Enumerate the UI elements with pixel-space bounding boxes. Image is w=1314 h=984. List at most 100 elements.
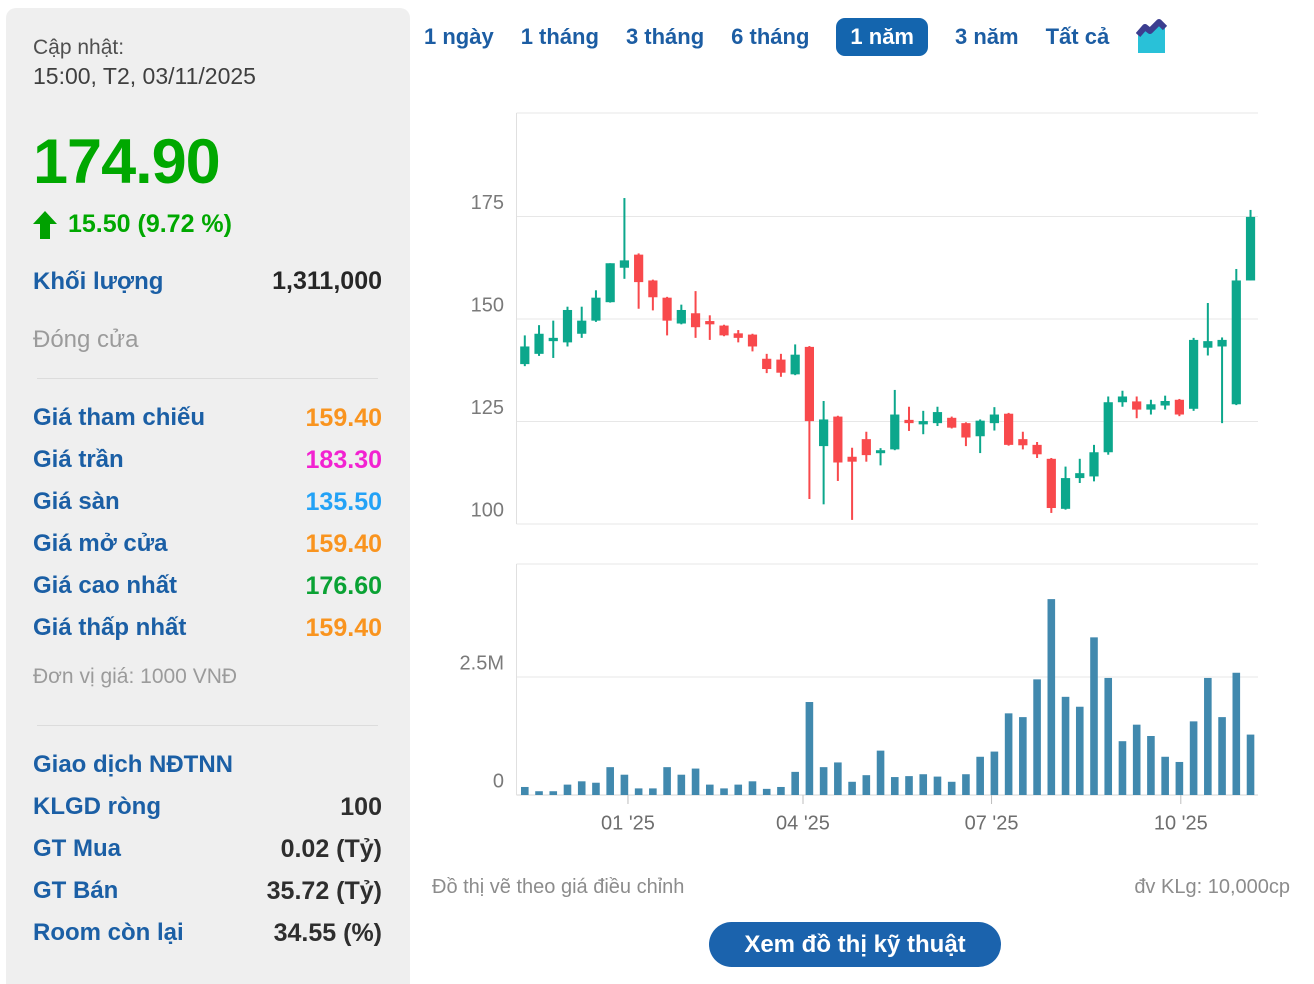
foreign-row-value: 0.02 (Tỷ) [280,834,382,863]
candle-wick [950,416,953,429]
candle-wick [538,325,541,356]
price-axis-tick-label: 150 [471,294,504,316]
candle-wick [865,431,868,462]
candle-body [1089,452,1099,477]
volume-bar [1047,599,1056,795]
candle-wick [822,401,825,505]
volume-bar [762,788,771,795]
candle-body [1117,396,1128,403]
candle-body [890,414,900,450]
candle-wick [808,346,811,499]
technical-chart-button[interactable]: Xem đồ thị kỹ thuật [709,922,1001,967]
volume-bar [905,776,913,795]
candle-wick [893,389,896,451]
candle-body [577,320,587,334]
area-chart-icon[interactable] [1135,19,1168,55]
tab-3-tháng[interactable]: 3 tháng [625,24,705,49]
foreign-row-value: 35.72 (Tỷ) [266,876,382,905]
candle-body [833,416,843,463]
candle-body [790,354,800,375]
price-row: Giá tham chiếu 159.40 [33,397,382,439]
candle-body [619,260,630,268]
volume-bar [1090,637,1098,795]
candle-wick [765,353,768,374]
candle-wick [794,344,797,376]
price-row-value: 159.40 [305,403,382,432]
volume-bar [1118,741,1127,795]
candle-wick [1064,466,1067,510]
volume-bar [805,702,814,795]
candle-wick [1149,399,1152,415]
candle-body [562,309,573,343]
candle-wick [1078,458,1081,483]
volume-bar [620,774,629,795]
volume-bar [649,788,657,795]
candle-body [1132,401,1142,410]
foreign-row-label: GT Mua [33,835,121,862]
candle-wick [979,419,982,454]
tab-1-tháng[interactable]: 1 tháng [520,24,599,49]
candle-body [932,412,943,424]
candle-wick [708,315,711,340]
price-info-table: Giá tham chiếu 159.40 Giá trần 183.30 Giá sà… [33,397,382,649]
volume-bar [876,750,885,795]
candle-body [1103,402,1113,453]
candle-body [904,419,914,424]
candle-body [1018,439,1028,446]
candle-wick [523,335,526,367]
divider [37,378,378,379]
volume-bar [990,751,999,795]
price-axis-tick-label: 175 [471,192,504,214]
candle-body [591,297,601,321]
tab-3-năm[interactable]: 3 năm [955,24,1019,49]
foreign-trading-title: Giao dịch NĐTNN [33,751,234,778]
candle-wick [1093,444,1095,482]
foreign-row-value: 34.55 (%) [273,918,382,947]
candle-body [1245,216,1256,281]
candle-body [947,417,957,428]
candle-wick [1221,337,1224,424]
price-row-value: 159.40 [305,529,382,558]
candle-wick [552,320,555,358]
candle-body [605,263,615,303]
candle-body [520,346,530,365]
arrow-up-icon [33,210,57,239]
tab-1-ngày[interactable]: 1 ngày [424,24,494,49]
price-row-value: 183.30 [305,445,382,474]
price-row: Giá sàn 135.50 [33,481,382,523]
price-row: Giá cao nhất 176.60 [33,565,382,607]
tab-6-tháng[interactable]: 6 tháng [731,24,810,49]
tab-tất-cả[interactable]: Tất cả [1045,24,1110,49]
price-axis-tick-label: 125 [471,397,504,419]
candle-body [989,414,999,424]
candle-body [1189,339,1199,409]
volume-bar [563,784,572,795]
candle-body [705,321,715,325]
candle-body [1004,413,1014,445]
price-row: Giá thấp nhất 159.40 [33,607,382,649]
volume-axis-tick-label: 2.5M [460,652,504,674]
candle-body [918,421,928,425]
chart-panel: 1 ngày 1 tháng 3 tháng 6 tháng 1 năm 3 năm Tất… [410,0,1314,984]
foreign-row: KLGD ròng 100 [33,786,382,828]
candle-wick [1107,396,1110,455]
candle-wick [566,306,569,347]
candle-wick [594,290,597,322]
price-row-label: Giá tham chiếu [33,404,206,431]
candle-body [847,456,857,462]
candle-wick [964,422,967,447]
volume-value: 1,311,000 [272,267,382,295]
volume-bar [1175,761,1184,795]
volume-bar [577,781,586,795]
volume-bar [705,784,714,795]
price-change-value: 15.50 (9.72 %) [68,210,232,238]
tab-1-năm[interactable]: 1 năm [836,18,928,56]
volume-unit-note: đv KLg: 10,000cp [1134,876,1290,898]
foreign-row-value: 100 [340,792,382,821]
volume-bar [1161,756,1169,795]
price-change-row: 15.50 (9.72 %) [33,210,382,239]
foreign-row: GT Bán 35.72 (Tỷ) [33,870,382,912]
price-unit-note: Đơn vị giá: 1000 VNĐ [33,665,238,688]
candle-wick [993,407,996,431]
price-row: Giá mở cửa 159.40 [33,523,382,565]
